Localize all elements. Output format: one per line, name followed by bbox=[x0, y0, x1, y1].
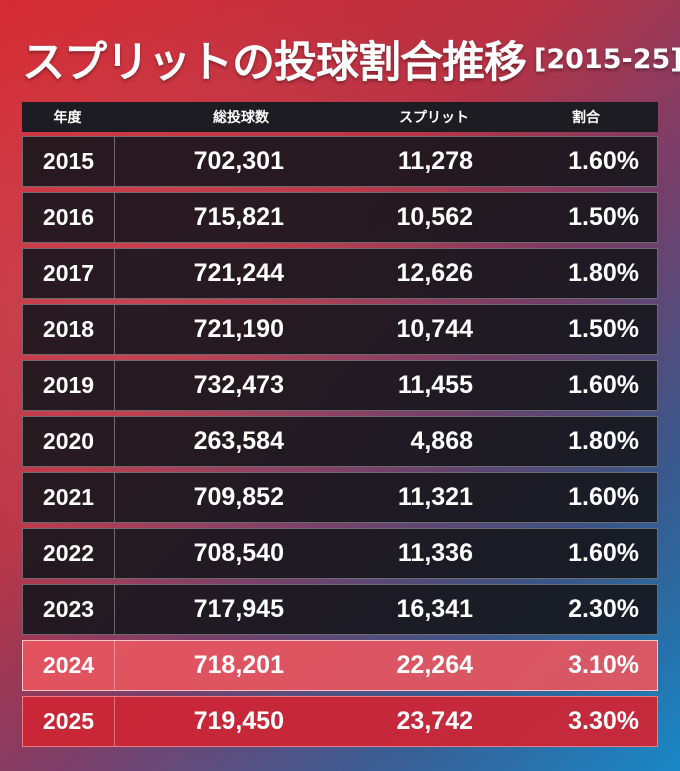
ratio-cell: 1.60% bbox=[568, 483, 639, 511]
row-divider bbox=[114, 697, 115, 746]
row-divider bbox=[114, 193, 115, 242]
row-divider bbox=[114, 417, 115, 466]
row-divider bbox=[114, 305, 115, 354]
row-divider bbox=[114, 137, 115, 186]
table-row: 2019 732,473 11,455 1.60% bbox=[22, 360, 658, 411]
year-cell: 2018 bbox=[42, 316, 95, 342]
chart-subtitle: [2015-25] bbox=[534, 43, 680, 75]
ratio-cell: 3.30% bbox=[568, 707, 639, 735]
row-divider bbox=[114, 585, 115, 634]
ratio-cell: 1.60% bbox=[568, 147, 639, 175]
table-row: 2021 709,852 11,321 1.60% bbox=[22, 472, 658, 523]
title-area: スプリットの投球割合推移 [2015-25] bbox=[22, 28, 680, 90]
row-divider bbox=[114, 249, 115, 298]
year-cell: 2023 bbox=[42, 596, 95, 622]
year-cell: 2017 bbox=[42, 260, 95, 286]
ratio-cell: 1.50% bbox=[568, 203, 639, 231]
total-pitches-cell: 721,190 bbox=[193, 315, 284, 343]
row-divider bbox=[114, 641, 115, 690]
total-pitches-cell: 732,473 bbox=[193, 371, 284, 399]
year-cell: 2019 bbox=[42, 372, 95, 398]
split-cell: 23,742 bbox=[396, 707, 473, 735]
split-cell: 11,278 bbox=[397, 147, 473, 175]
header-split: スプリット bbox=[399, 110, 469, 126]
split-cell: 12,626 bbox=[396, 259, 473, 287]
table-row: 2025 719,450 23,742 3.30% bbox=[22, 696, 658, 747]
table-row: 2020 263,584 4,868 1.80% bbox=[22, 416, 658, 467]
table-row: 2015 702,301 11,278 1.60% bbox=[22, 136, 658, 187]
ratio-cell: 1.50% bbox=[568, 315, 639, 343]
ratio-cell: 3.10% bbox=[568, 651, 639, 679]
table-body: 2015 702,301 11,278 1.60% 2016 715,821 10,562 1… bbox=[22, 136, 658, 747]
row-divider bbox=[114, 361, 115, 410]
total-pitches-cell: 263,584 bbox=[193, 427, 284, 455]
table-row: 2024 718,201 22,264 3.10% bbox=[22, 640, 658, 691]
split-cell: 11,321 bbox=[397, 483, 473, 511]
ratio-cell: 1.60% bbox=[568, 371, 639, 399]
split-cell: 22,264 bbox=[396, 651, 473, 679]
table-row: 2022 708,540 11,336 1.60% bbox=[22, 528, 658, 579]
header-year: 年度 bbox=[53, 110, 82, 126]
header-ratio: 割合 bbox=[572, 110, 600, 126]
year-cell: 2020 bbox=[42, 428, 95, 454]
ratio-cell: 1.60% bbox=[568, 539, 639, 567]
table-header: 年度 総投球数 スプリット 割合 bbox=[22, 102, 658, 132]
split-cell: 10,562 bbox=[396, 203, 473, 231]
chart-title: スプリットの投球割合推移 bbox=[22, 38, 527, 88]
header-total-pitches: 総投球数 bbox=[213, 110, 269, 126]
table-row: 2016 715,821 10,562 1.50% bbox=[22, 192, 658, 243]
total-pitches-cell: 702,301 bbox=[193, 147, 284, 175]
ratio-cell: 1.80% bbox=[568, 427, 639, 455]
year-cell: 2022 bbox=[42, 540, 95, 566]
total-pitches-cell: 717,945 bbox=[193, 595, 284, 623]
ratio-cell: 1.80% bbox=[568, 259, 639, 287]
total-pitches-cell: 709,852 bbox=[193, 483, 284, 511]
total-pitches-cell: 719,450 bbox=[193, 707, 284, 735]
total-pitches-cell: 721,244 bbox=[193, 259, 284, 287]
year-cell: 2016 bbox=[42, 204, 95, 230]
row-divider bbox=[114, 529, 115, 578]
total-pitches-cell: 718,201 bbox=[193, 651, 284, 679]
split-cell: 16,341 bbox=[396, 595, 473, 623]
year-cell: 2015 bbox=[42, 148, 95, 174]
row-divider bbox=[114, 473, 115, 522]
table-row: 2017 721,244 12,626 1.80% bbox=[22, 248, 658, 299]
year-cell: 2025 bbox=[42, 708, 95, 734]
split-cell: 10,744 bbox=[396, 315, 473, 343]
table-row: 2018 721,190 10,744 1.50% bbox=[22, 304, 658, 355]
ratio-cell: 2.30% bbox=[568, 595, 639, 623]
total-pitches-cell: 715,821 bbox=[193, 203, 284, 231]
table-row: 2023 717,945 16,341 2.30% bbox=[22, 584, 658, 635]
year-cell: 2021 bbox=[42, 484, 95, 510]
data-table: 年度 総投球数 スプリット 割合 2015 702,301 11,278 1.60% 2… bbox=[22, 102, 658, 752]
split-cell: 4,868 bbox=[410, 427, 473, 455]
split-cell: 11,336 bbox=[397, 539, 473, 567]
split-cell: 11,455 bbox=[397, 371, 473, 399]
year-cell: 2024 bbox=[42, 652, 95, 678]
total-pitches-cell: 708,540 bbox=[193, 539, 284, 567]
